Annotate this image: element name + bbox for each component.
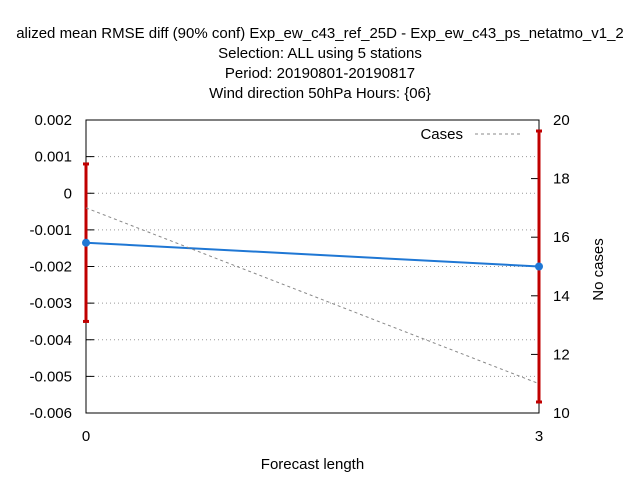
data-point (82, 238, 90, 247)
series-line-cases (85, 207, 540, 385)
y-tick-label: -0.006 (29, 405, 72, 422)
y-tick-label: -0.001 (29, 222, 72, 239)
y2-tick-label: 18 (553, 171, 570, 188)
y2-tick-label: 16 (553, 229, 570, 246)
y2-axis-label: No cases (590, 238, 607, 301)
legend: Cases (420, 126, 522, 143)
y2-tick-label: 20 (553, 112, 570, 129)
legend-label: Cases (420, 126, 463, 143)
x-tick-label: 0 (82, 428, 90, 445)
y-tick-label: -0.004 (29, 332, 72, 349)
plot-frame (85, 119, 540, 414)
series-layer (82, 129, 543, 404)
y2-tick-label: 12 (553, 346, 570, 363)
y-tick-label: -0.005 (29, 368, 72, 385)
y-axis-left: 0.002 0.001 0 -0.001 -0.002 -0.003 -0.004 -0.00… (29, 112, 94, 422)
grid-lines (86, 156, 539, 377)
title-line-3: Period: 20190801-20190817 (225, 65, 415, 82)
data-point (535, 262, 543, 271)
y-tick-label: -0.002 (29, 259, 72, 276)
title-line-2: Selection: ALL using 5 stations (218, 45, 422, 62)
x-axis-label: Forecast length (261, 456, 364, 473)
title-line-4: Wind direction 50hPa Hours: {06} (209, 85, 431, 102)
y-tick-label: 0.001 (34, 149, 72, 166)
series-line-rmse-diff (85, 241, 540, 268)
y-tick-label: -0.003 (29, 295, 72, 312)
y2-tick-label: 14 (553, 288, 570, 305)
chart-title: alized mean RMSE diff (90% conf) Exp_ew_… (16, 25, 624, 102)
y-tick-label: 0 (64, 185, 72, 202)
x-tick-label: 3 (535, 428, 543, 445)
y-tick-label: 0.002 (34, 112, 72, 129)
title-line-1: alized mean RMSE diff (90% conf) Exp_ew_… (16, 25, 624, 42)
y2-tick-label: 10 (553, 405, 570, 422)
